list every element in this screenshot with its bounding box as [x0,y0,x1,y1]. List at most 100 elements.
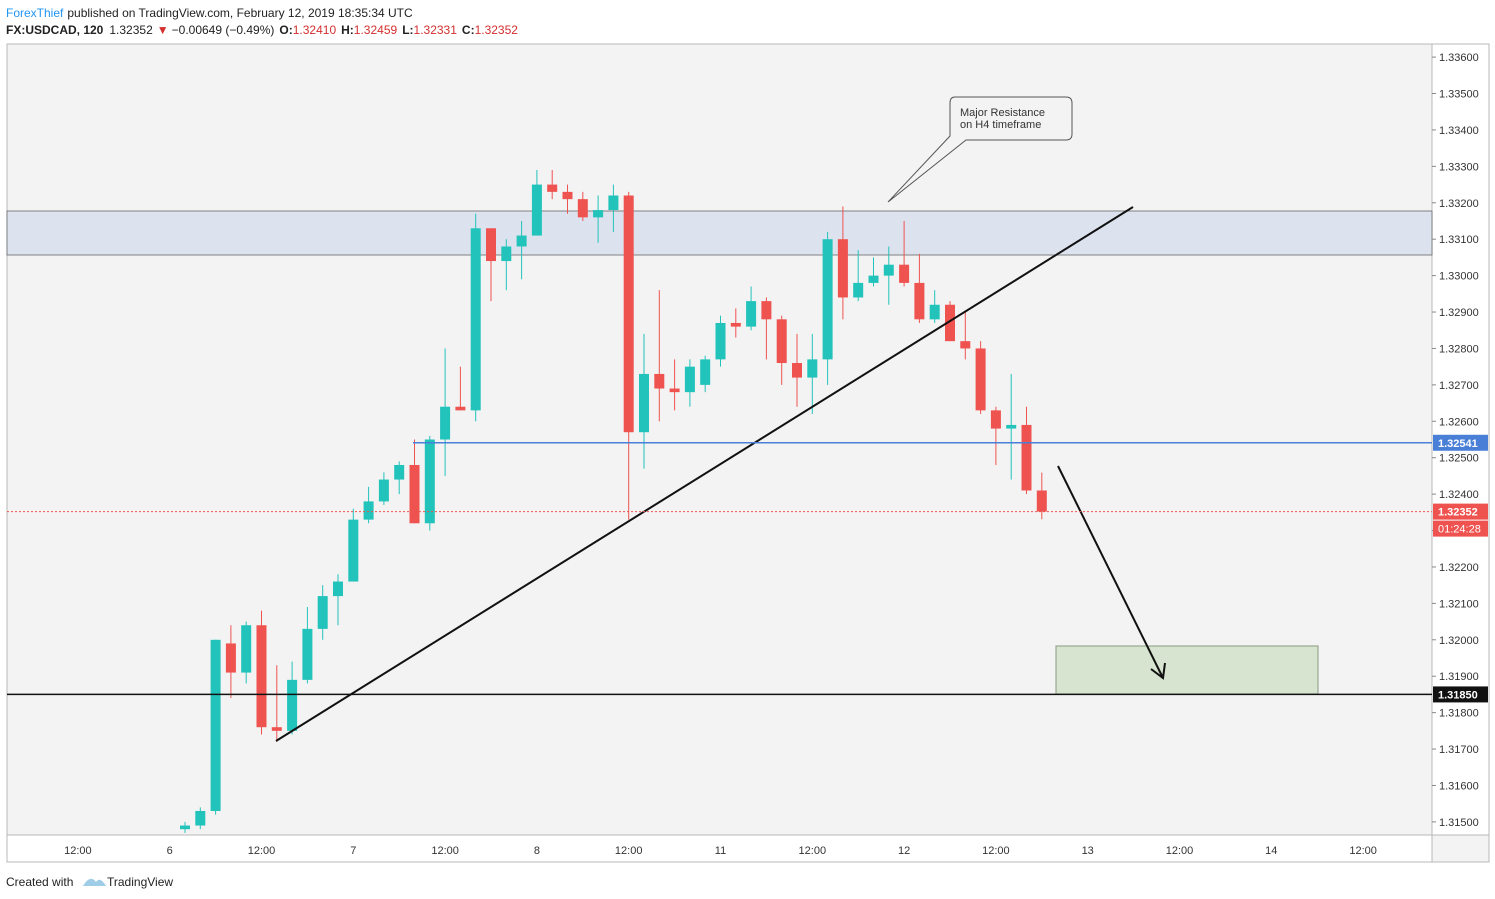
candle-body [516,235,527,247]
candle-body [470,228,481,411]
stat-value: 1.32352 [475,23,519,37]
countdown: 01:24:28 [1438,524,1481,536]
candle-body [945,304,955,342]
candle-body [608,195,619,211]
candle-body [424,439,435,524]
published: published on TradingView.com, February 1… [67,6,413,20]
stat-key: O: [279,23,292,37]
target-zone [1055,645,1319,695]
x-tick-label: 12:00 [248,845,276,857]
stat-key: C: [462,23,475,37]
y-tick-label: 1.33500 [1439,89,1479,101]
x-tick-label: 7 [350,845,356,857]
stat-value: 1.32459 [354,23,398,37]
countdown-box [1433,520,1488,537]
price-level-box [1433,434,1488,451]
candle-body [394,464,405,480]
candle-body [730,322,741,327]
candle-body [868,275,879,283]
candle-body [317,596,328,629]
candle-body [761,301,772,320]
time-axis [6,834,1433,863]
candle-body [715,322,726,360]
x-tick-label: 12 [898,845,910,857]
y-tick-label: 1.32900 [1439,307,1479,319]
plot-frame [6,43,1490,863]
symbol: FX:USDCAD, 120 [6,23,104,37]
candle-body [639,373,649,433]
candle-body [1036,490,1047,512]
y-tick-label: 1.33200 [1439,198,1479,210]
callout [887,96,1073,203]
change: −0.00649 (−0.49%) [172,23,275,37]
candle-body [210,639,221,811]
candle-body [348,519,359,582]
candle-body [180,825,190,830]
candle-body [669,388,680,393]
y-tick-label: 1.33400 [1439,125,1479,137]
candle-body [287,679,298,731]
candle-body [883,264,894,276]
price: 1.32352 [109,23,153,37]
candle-body [241,625,252,673]
logo [83,878,106,886]
candle-body [195,810,206,826]
x-tick-label: 8 [534,845,540,857]
candle-body [776,319,787,364]
candle-body [256,625,267,728]
price-level-label: 1.31850 [1438,689,1478,701]
price-level-label: 1.32352 [1438,507,1478,519]
price-level-label: 1.32541 [1438,438,1478,450]
candle-body [654,373,665,389]
candle-body [822,239,833,360]
x-tick-label: 12:00 [1349,845,1377,857]
author[interactable]: ForexThief [6,6,64,20]
candle-body [455,406,466,411]
callout-text: Major Resistance [960,107,1045,119]
y-tick-label: 1.33600 [1439,52,1479,64]
y-tick-label: 1.32400 [1439,489,1479,501]
candle-body [333,581,343,597]
x-tick-label: 14 [1265,845,1277,857]
candle-body [302,628,313,680]
stat-key: H: [341,23,354,37]
footer-brand[interactable]: TradingView [107,875,173,889]
candle-body [501,246,512,262]
candle-body [929,304,940,320]
y-tick-label: 1.33300 [1439,161,1479,173]
candle-body [593,210,604,218]
y-tick-label: 1.32100 [1439,598,1479,610]
y-tick-label: 1.32700 [1439,380,1479,392]
y-tick-label: 1.31500 [1439,817,1479,829]
candle-body [960,341,971,349]
stat-value: 1.32410 [293,23,337,37]
candle-body [975,348,986,411]
candle-body [899,264,910,283]
resistance-zone [6,210,1433,256]
trend-line [275,206,1134,742]
candle-body [577,199,588,218]
candle-body [837,239,848,298]
candle-body [807,359,818,378]
candle-body [914,282,925,320]
x-tick-label: 12:00 [982,845,1010,857]
x-tick-label: 6 [167,845,173,857]
x-tick-label: 12:00 [431,845,459,857]
candle-body [378,479,389,502]
stat-key: L: [402,23,413,37]
callout-text: on H4 timeframe [960,119,1041,131]
footer-text: Created with [6,875,73,889]
y-tick-label: 1.31800 [1439,708,1479,720]
header-line: ForexThief published on TradingView.com, … [6,6,413,20]
candle-body [700,359,711,385]
candle-body [547,184,558,192]
price-level-box [1433,503,1488,520]
y-tick-label: 1.33000 [1439,271,1479,283]
y-tick-label: 1.33100 [1439,234,1479,246]
x-tick-label: 12:00 [799,845,827,857]
candle-body [746,301,757,327]
candles [180,170,1047,833]
candle-body [271,727,282,731]
